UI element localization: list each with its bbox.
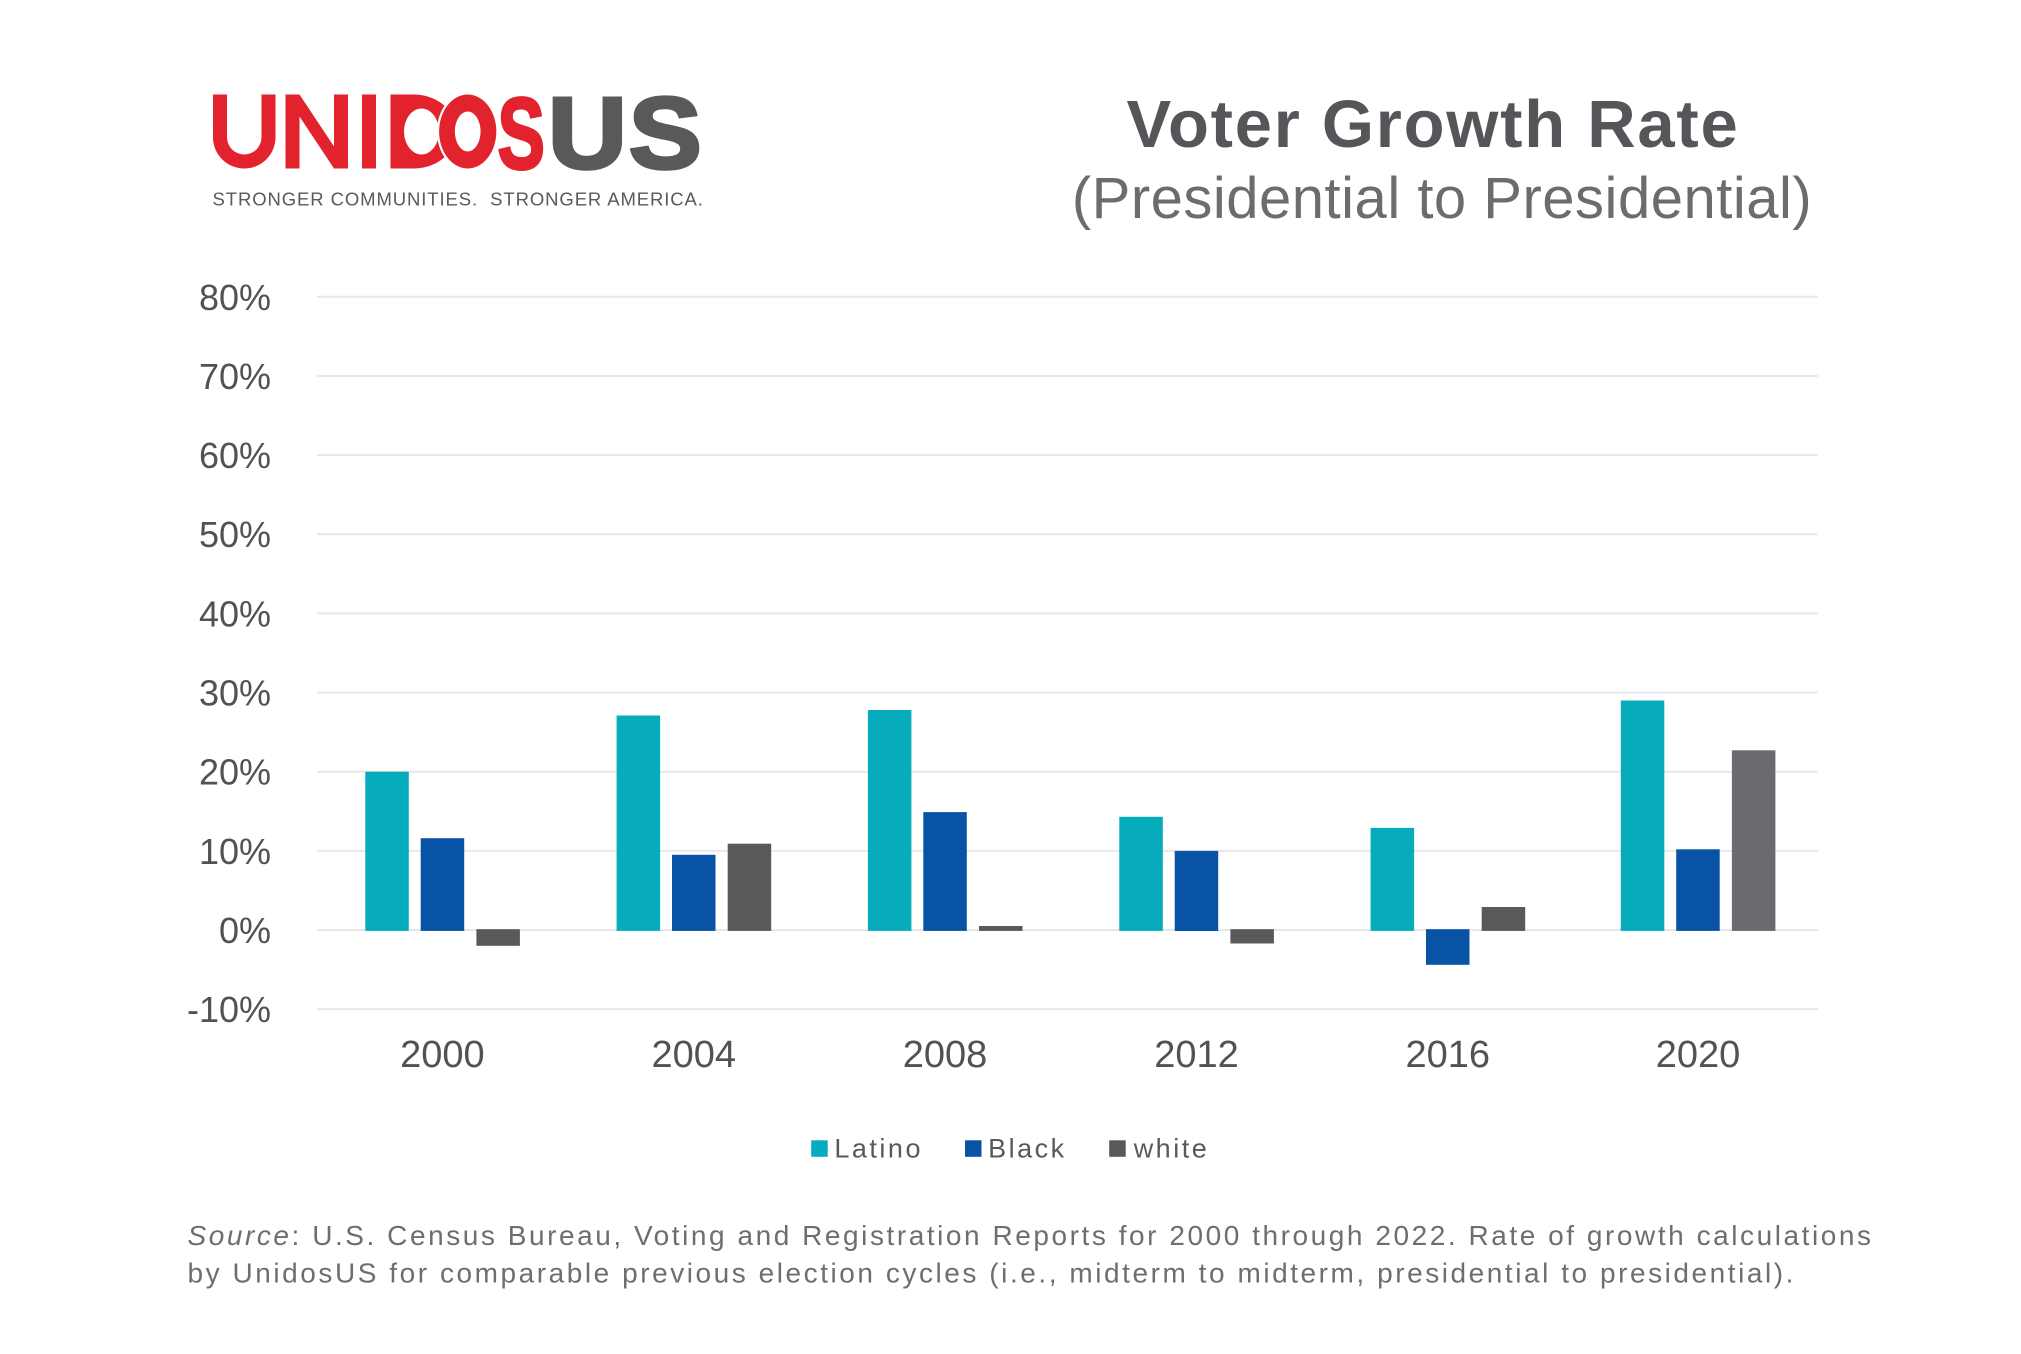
svg-text:(Presidential to Presidential): (Presidential to Presidential): [1072, 166, 1812, 231]
svg-text:2020: 2020: [1656, 1034, 1741, 1076]
svg-text:Black: Black: [988, 1134, 1067, 1164]
svg-text:STRONGER COMMUNITIES. STRONGE: STRONGER COMMUNITIES. STRONGER AMERICA.: [213, 189, 704, 210]
svg-text:50%: 50%: [199, 514, 271, 555]
svg-text:2008: 2008: [903, 1034, 988, 1076]
svg-text:-10%: -10%: [187, 989, 271, 1030]
svg-text:10%: 10%: [199, 831, 271, 872]
svg-text:US: US: [548, 77, 704, 190]
svg-text:40%: 40%: [199, 593, 271, 634]
svg-text:by UnidosUS for comparable pre: by UnidosUS for comparable previous elec…: [188, 1258, 1797, 1289]
svg-text:Latino: Latino: [834, 1134, 923, 1164]
svg-text:S: S: [498, 77, 545, 191]
svg-text:2004: 2004: [652, 1034, 737, 1076]
svg-text:0%: 0%: [219, 910, 271, 951]
svg-text:2000: 2000: [400, 1034, 485, 1076]
svg-text:60%: 60%: [199, 435, 271, 476]
svg-text:2016: 2016: [1406, 1034, 1491, 1076]
svg-text:80%: 80%: [199, 277, 271, 318]
svg-text:white: white: [1133, 1134, 1210, 1164]
svg-text:Source: U.S. Census Bureau, Vo: Source: U.S. Census Bureau, Voting and R…: [188, 1220, 1874, 1251]
svg-text:20%: 20%: [199, 752, 271, 793]
svg-text:Voter Growth Rate: Voter Growth Rate: [1127, 87, 1740, 162]
svg-text:70%: 70%: [199, 356, 271, 397]
svg-text:2012: 2012: [1154, 1034, 1239, 1076]
svg-text:30%: 30%: [199, 673, 271, 714]
